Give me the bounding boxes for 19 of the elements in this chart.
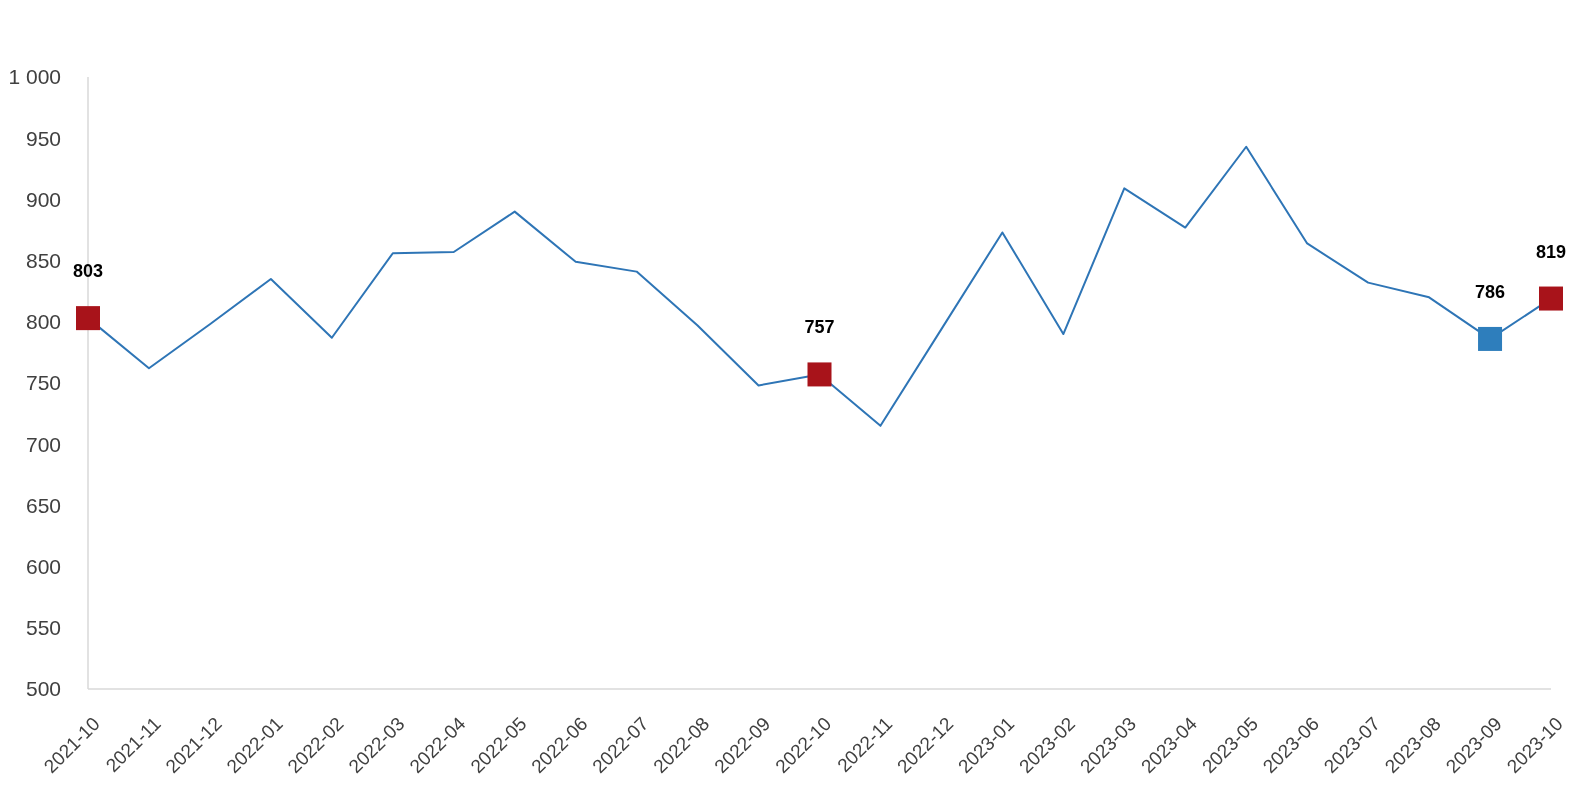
y-tick-label: 600 bbox=[25, 555, 61, 579]
y-tick-label: 750 bbox=[25, 371, 61, 395]
y-tick-label: 900 bbox=[25, 187, 61, 211]
y-tick-label: 550 bbox=[25, 616, 61, 640]
data-label: 786 bbox=[1475, 281, 1506, 302]
y-tick-label: 650 bbox=[25, 493, 61, 517]
data-label: 757 bbox=[804, 317, 835, 338]
y-tick-label: 800 bbox=[25, 310, 61, 334]
y-tick-label: 1 000 bbox=[8, 65, 61, 89]
data-label: 819 bbox=[1535, 241, 1567, 262]
point bbox=[1539, 286, 1563, 311]
point bbox=[76, 306, 100, 331]
data-label: 803 bbox=[72, 261, 104, 282]
point bbox=[807, 362, 832, 387]
point bbox=[1478, 326, 1503, 351]
y-tick-label: 950 bbox=[25, 126, 61, 150]
y-tick-label: 850 bbox=[25, 249, 61, 273]
y-tick-label: 500 bbox=[25, 677, 61, 701]
y-tick-label: 700 bbox=[25, 432, 61, 456]
